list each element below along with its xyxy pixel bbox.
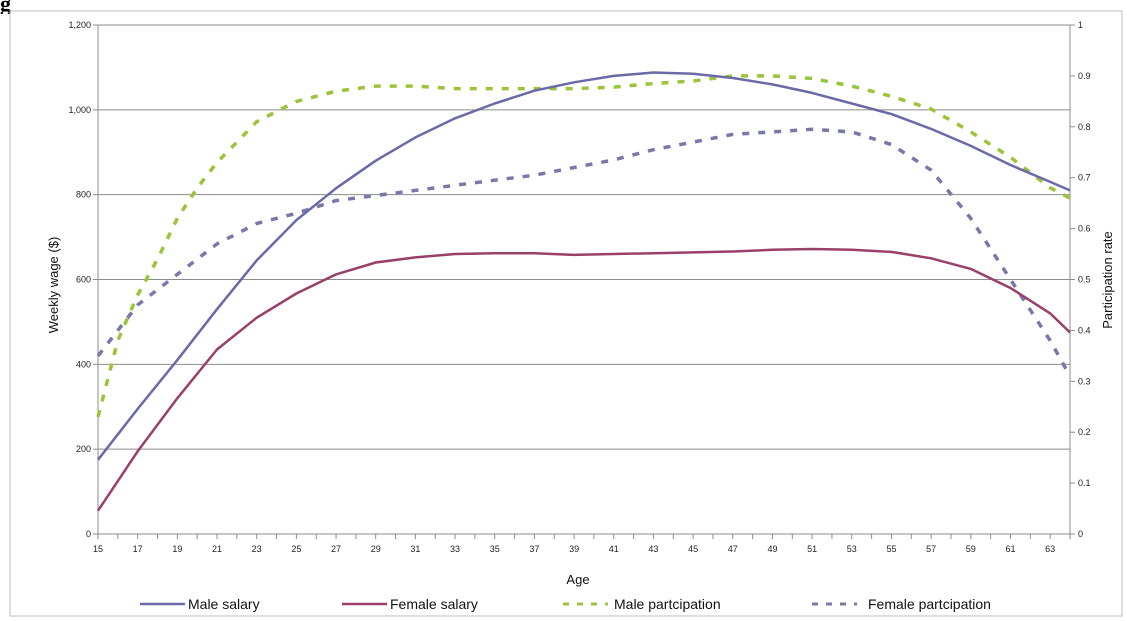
y2-tick-label: 0.9 [1078,71,1091,81]
x-tick-label: 39 [569,544,579,554]
x-tick-label: 35 [490,544,500,554]
legend-item-female-participation: Female partcipation [812,596,991,612]
x-tick-label: 57 [926,544,936,554]
x-tick-label: 27 [331,544,341,554]
y2-tick-label: 0.7 [1078,173,1091,183]
x-tick-label: 25 [291,544,301,554]
gridlines [98,24,1070,450]
x-tick-label: 45 [688,544,698,554]
y2-tick-label: 0.2 [1078,427,1091,437]
series-line-male-salary [97,71,1071,461]
chart-frame [9,10,1123,617]
x-axis-label: Age [566,572,589,587]
x-tick-label: 31 [410,544,420,554]
x-tick-label: 41 [609,544,619,554]
series-lines [96,71,1072,512]
figure-title-fragment: g [0,0,11,14]
x-tick-label: 43 [648,544,658,554]
y-tick-label: 600 [76,275,91,285]
x-tick-label: 29 [371,544,381,554]
y-tick-label: 0 [86,529,91,539]
x-tick-label: 37 [529,544,539,554]
x-tick-label: 55 [886,544,896,554]
series-line-female-salary [96,247,1071,512]
y2-tick-label: 0.6 [1078,224,1091,234]
y2-tick-label: 0.3 [1078,376,1091,386]
legend-label-male-participation: Male partcipation [614,596,721,612]
y2-tick-label: 0.4 [1078,325,1091,335]
legend-item-male-salary: Male salary [140,596,260,612]
x-tick-label: 21 [212,544,222,554]
y-tick-label: 1,000 [68,105,91,115]
x-tick-label: 47 [728,544,738,554]
y-tick-label: 800 [76,190,91,200]
y2-tick-label: 1 [1078,20,1083,30]
y2-tick-label: 0.1 [1078,478,1091,488]
y-tick-label: 1,200 [68,20,91,30]
axes [93,24,1075,539]
x-tick-label: 33 [450,544,460,554]
legend-label-female-participation: Female partcipation [868,596,991,612]
legend-item-female-salary: Female salary [342,596,478,612]
legend-item-male-participation: Male partcipation [563,596,721,612]
x-tick-label: 53 [847,544,857,554]
x-tick-label: 63 [1045,544,1055,554]
x-tick-label: 59 [966,544,976,554]
series-line-female-partcipation [96,127,1072,378]
x-tick-label: 19 [172,544,182,554]
y-axis-label: Weekly wage ($) [46,237,61,334]
y2-tick-label: 0.5 [1078,275,1091,285]
x-tick-label: 17 [133,544,143,554]
x-tick-label: 15 [93,544,103,554]
legend-label-male-salary: Male salary [188,596,260,612]
legend: Male salary Female salary Male partcipat… [140,596,991,612]
tick-labels: 15 17 19 21 23 25 27 29 31 33 35 37 39 41 43 45 47 49 51 53… [68,20,1090,554]
x-tick-label: 51 [807,544,817,554]
y2-tick-label: 0 [1078,529,1083,539]
y-tick-label: 200 [76,444,91,454]
legend-label-female-salary: Female salary [390,596,478,612]
y2-axis-label: Participation rate [1100,231,1115,329]
x-tick-label: 61 [1005,544,1015,554]
y-tick-label: 400 [76,359,91,369]
x-tick-label: 49 [767,544,777,554]
x-tick-label: 23 [252,544,262,554]
y2-tick-label: 0.8 [1078,122,1091,132]
